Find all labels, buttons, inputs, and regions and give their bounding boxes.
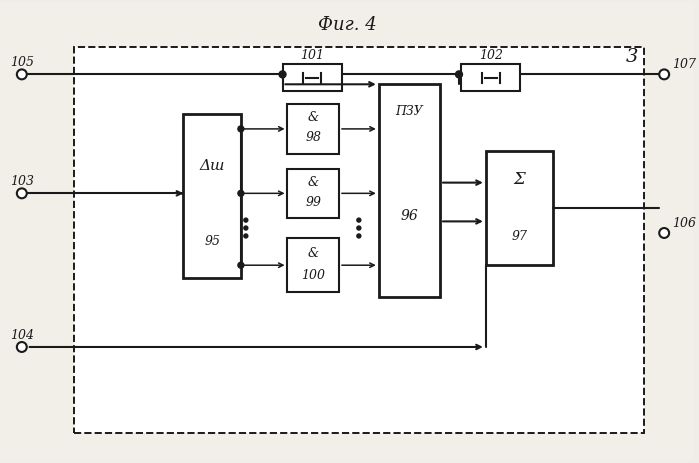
Bar: [486, 151, 553, 265]
Text: &: &: [308, 176, 319, 189]
Text: 3: 3: [626, 48, 637, 66]
Text: 107: 107: [672, 58, 696, 71]
Text: 98: 98: [305, 131, 322, 144]
Circle shape: [279, 71, 286, 78]
Circle shape: [659, 228, 669, 238]
Circle shape: [244, 218, 248, 222]
Bar: [287, 104, 339, 154]
Text: ПЗУ: ПЗУ: [396, 106, 423, 119]
Bar: [282, 64, 342, 91]
Bar: [183, 114, 241, 278]
Text: 103: 103: [10, 175, 34, 188]
Text: Фиг. 4: Фиг. 4: [317, 16, 376, 34]
Text: &: &: [308, 112, 319, 125]
Text: 104: 104: [10, 329, 34, 342]
Circle shape: [238, 190, 244, 196]
Text: 95: 95: [204, 235, 220, 248]
Circle shape: [238, 262, 244, 268]
Circle shape: [17, 342, 27, 352]
Text: 101: 101: [301, 49, 324, 62]
Bar: [74, 47, 644, 433]
Bar: [287, 238, 339, 293]
Bar: [379, 84, 440, 297]
Circle shape: [17, 69, 27, 79]
Text: 99: 99: [305, 196, 322, 209]
Circle shape: [659, 69, 669, 79]
Text: 96: 96: [401, 209, 418, 224]
Circle shape: [357, 234, 361, 238]
Text: Δш: Δш: [199, 159, 225, 173]
Circle shape: [357, 226, 361, 230]
Text: 105: 105: [10, 56, 34, 69]
Circle shape: [244, 226, 248, 230]
Circle shape: [238, 126, 244, 132]
Circle shape: [456, 71, 463, 78]
Text: 106: 106: [672, 217, 696, 230]
Text: 100: 100: [301, 269, 325, 282]
Text: &: &: [308, 247, 319, 260]
Bar: [287, 169, 339, 218]
Bar: [461, 64, 521, 91]
Circle shape: [244, 234, 248, 238]
Text: 102: 102: [479, 49, 503, 62]
Text: 97: 97: [512, 230, 528, 243]
Circle shape: [17, 188, 27, 198]
Bar: [74, 47, 644, 433]
Text: Σ: Σ: [514, 171, 526, 188]
Circle shape: [357, 218, 361, 222]
